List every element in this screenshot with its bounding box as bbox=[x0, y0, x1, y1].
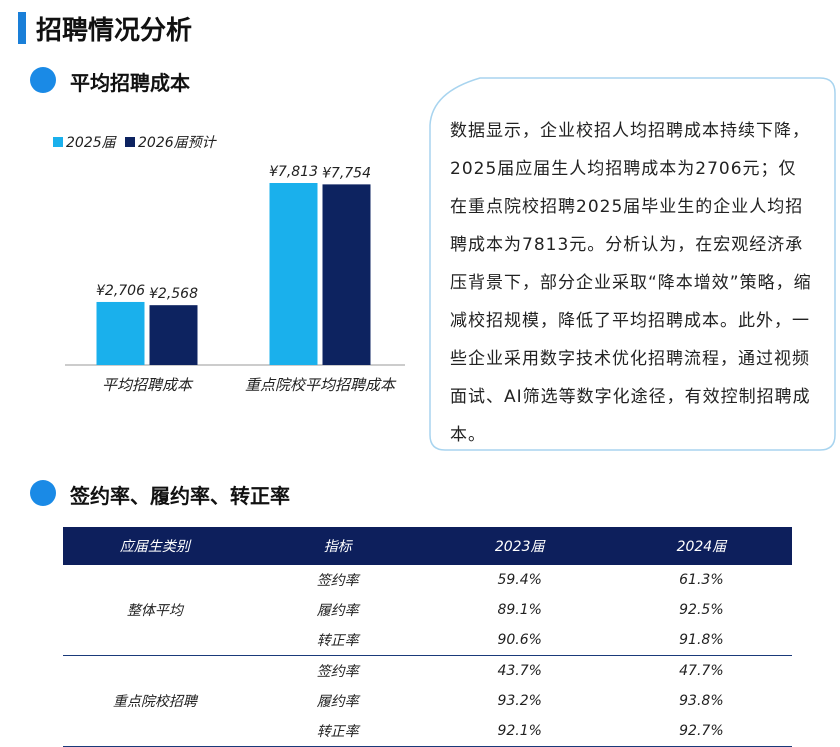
section-title: 平均招聘成本 bbox=[70, 71, 190, 95]
table-cell: 签约率 bbox=[316, 664, 359, 680]
table-cell: 93.8% bbox=[679, 693, 724, 709]
table-cell: 90.6% bbox=[428, 625, 611, 656]
table-row: 履约率 93.2% 93.8% bbox=[63, 686, 792, 716]
note-box bbox=[429, 77, 836, 451]
table-cell: 转正率 bbox=[246, 716, 429, 747]
value-label: ¥2,706 bbox=[96, 283, 145, 299]
table-cell: 59.4% bbox=[497, 572, 542, 588]
category-label: 平均招聘成本 bbox=[102, 376, 194, 394]
table-row: 转正率 92.1% 92.7% bbox=[63, 716, 792, 747]
table-cell: 签约率 bbox=[316, 573, 359, 589]
chart: 2025届 ¥2,706 ¥7,813 2026届预计 ¥2,568 ¥7,754 平均招聘… bbox=[53, 77, 836, 451]
table-cell: 履约率 bbox=[316, 694, 359, 710]
value-label: ¥7,813 bbox=[269, 164, 318, 180]
bullet bbox=[30, 67, 56, 93]
rate-table: 应届生类别 指标 2023届 2024届 整体平均 签约率 59.4% 61.3% 履约… bbox=[63, 527, 792, 747]
legend-swatch bbox=[125, 137, 135, 147]
table-header: 应届生类别 指标 2023届 2024届 bbox=[63, 527, 792, 565]
table-row: 履约率 89.1% 92.5% bbox=[63, 595, 792, 625]
table-cell: 92.7% bbox=[610, 716, 792, 747]
table-cell: 43.7% bbox=[497, 663, 542, 679]
value-label: ¥7,754 bbox=[322, 165, 371, 181]
category-label: 重点院校平均招聘成本 bbox=[245, 376, 397, 394]
table-cell: 93.2% bbox=[497, 693, 542, 709]
header-cell: 2024届 bbox=[610, 527, 792, 565]
table-row: 整体平均 签约率 59.4% 61.3% bbox=[63, 565, 792, 656]
table-cell: 61.3% bbox=[679, 572, 724, 588]
header-cell: 指标 bbox=[246, 527, 429, 565]
table-cell: 整体平均 bbox=[63, 565, 247, 656]
title-marker bbox=[18, 12, 26, 44]
table-cell: 92.5% bbox=[679, 602, 724, 618]
bar bbox=[96, 301, 145, 365]
header-cell: 应届生类别 bbox=[63, 527, 247, 565]
section-title: 签约率、履约率、转正率 bbox=[70, 484, 290, 508]
table-cell: 91.8% bbox=[610, 625, 792, 656]
table-cell: 92.1% bbox=[428, 716, 611, 747]
page-title: 招聘情况分析 bbox=[36, 16, 193, 46]
legend-label: 2025届 bbox=[66, 135, 118, 151]
table-row: 重点院校招聘 签约率 43.7% 47.7% bbox=[63, 655, 792, 747]
table-cell: 转正率 bbox=[246, 625, 429, 656]
legend-label: 2026届预计 bbox=[138, 135, 218, 151]
note-text: 数据显示，企业校招人均招聘成本持续下降，2025届应届生人均招聘成本为2706元… bbox=[450, 121, 812, 445]
legend-swatch bbox=[53, 137, 63, 147]
table-cell: 履约率 bbox=[316, 603, 359, 619]
bar bbox=[149, 305, 198, 365]
table-cell: 重点院校招聘 bbox=[63, 655, 247, 747]
header-cell: 2023届 bbox=[428, 527, 611, 565]
bullet bbox=[30, 480, 56, 506]
table-cell: 47.7% bbox=[679, 663, 724, 679]
value-label: ¥2,568 bbox=[149, 286, 198, 302]
table-cell: 89.1% bbox=[497, 602, 542, 618]
bar bbox=[269, 183, 318, 365]
table-row: 转正率 90.6% 91.8% bbox=[63, 625, 792, 656]
bar bbox=[322, 184, 371, 365]
